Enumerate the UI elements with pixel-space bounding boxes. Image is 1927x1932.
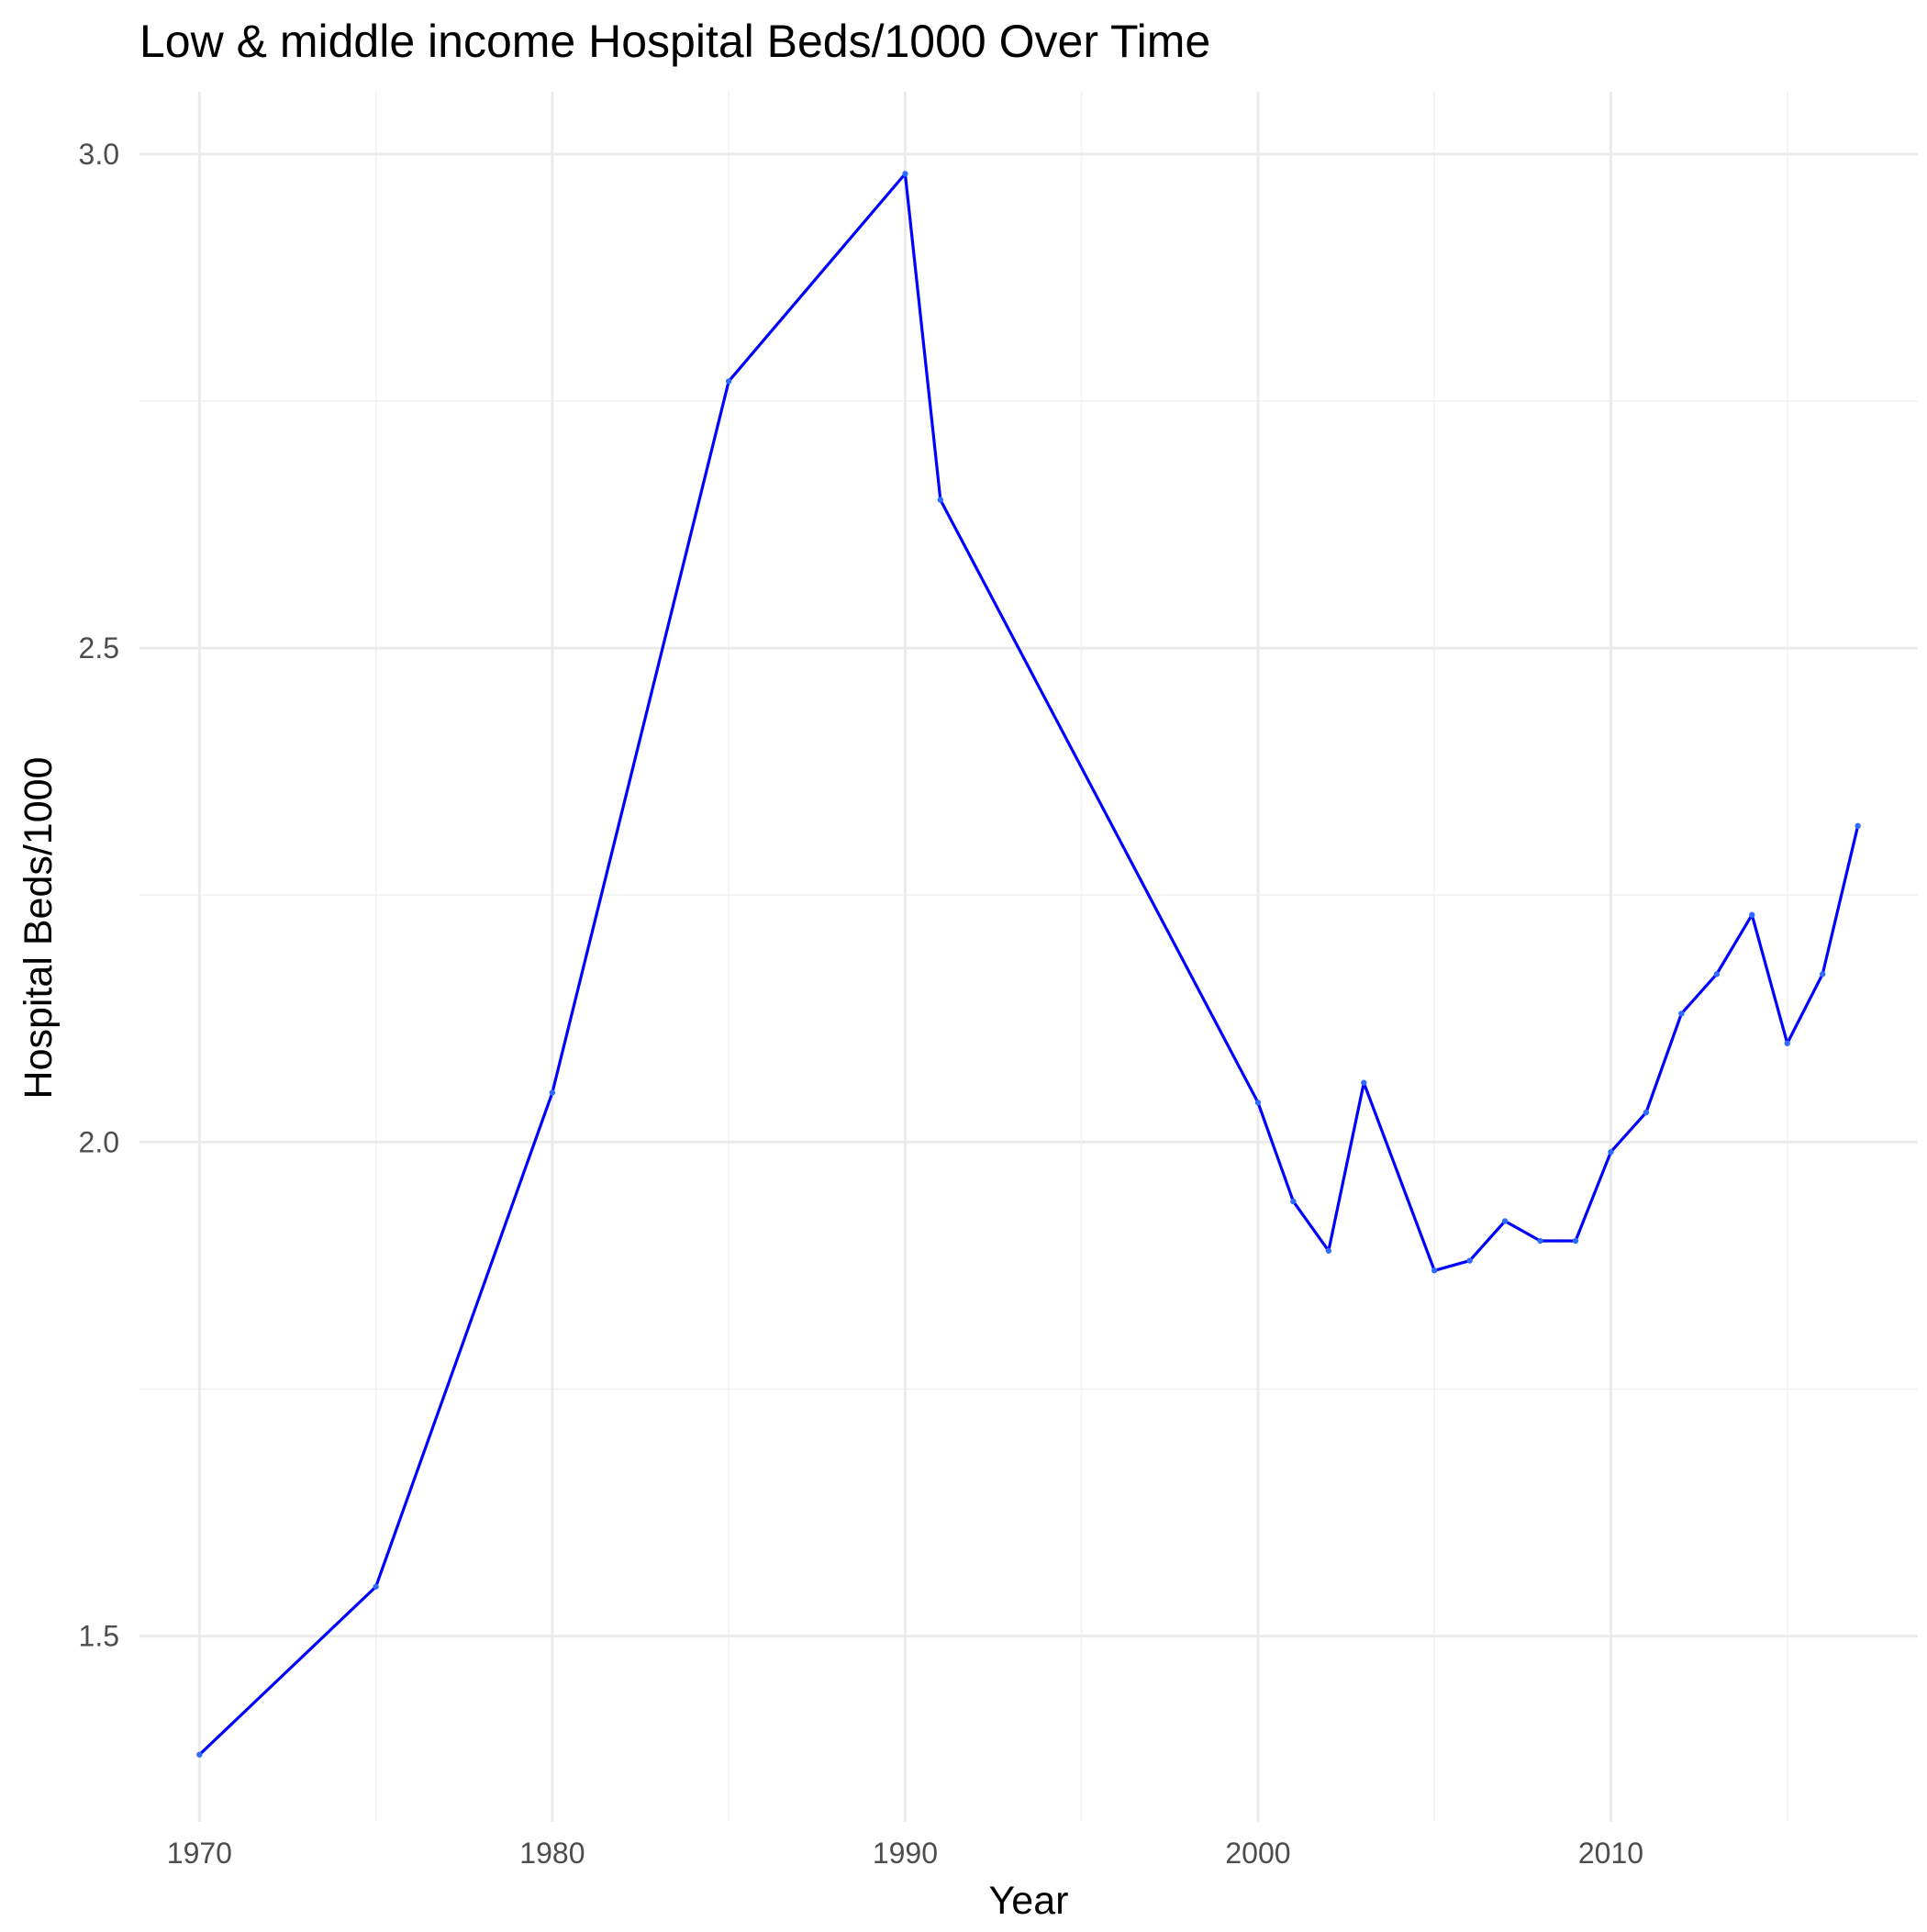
data-point bbox=[1254, 1100, 1262, 1106]
data-point bbox=[1855, 822, 1861, 830]
chart-title: Low & middle income Hospital Beds/1000 O… bbox=[139, 16, 1210, 67]
data-point bbox=[1466, 1257, 1473, 1264]
data-point bbox=[1501, 1218, 1509, 1224]
x-tick-label: 1990 bbox=[873, 1837, 938, 1870]
data-point bbox=[549, 1089, 556, 1096]
data-point bbox=[1643, 1109, 1650, 1116]
data-point bbox=[902, 171, 908, 177]
data-point bbox=[1749, 911, 1755, 918]
data-point bbox=[1361, 1079, 1367, 1086]
data-point bbox=[1537, 1237, 1543, 1245]
major-gridlines bbox=[139, 92, 1918, 1822]
data-point bbox=[1819, 971, 1826, 977]
data-point bbox=[196, 1751, 203, 1758]
y-tick-label: 1.5 bbox=[79, 1620, 119, 1653]
y-axis-title: Hospital Beds/1000 bbox=[17, 757, 61, 1100]
y-tick-label: 2.5 bbox=[79, 631, 119, 664]
data-point bbox=[1678, 1011, 1685, 1017]
data-point bbox=[1325, 1247, 1332, 1254]
series-layer bbox=[196, 171, 1861, 1758]
x-axis-title: Year bbox=[989, 1879, 1069, 1923]
x-tick-label: 2010 bbox=[1578, 1837, 1643, 1870]
x-tick-label: 1980 bbox=[519, 1837, 585, 1870]
data-point bbox=[1608, 1148, 1614, 1156]
y-axis-tick-labels: 1.5 2.0 2.5 3.0 bbox=[79, 138, 119, 1653]
data-point bbox=[1572, 1237, 1579, 1245]
x-tick-label: 1970 bbox=[167, 1837, 232, 1870]
x-axis-tick-labels: 1970 1980 1990 2000 2010 bbox=[167, 1837, 1643, 1870]
y-tick-label: 2.0 bbox=[79, 1125, 119, 1158]
data-point bbox=[937, 497, 944, 503]
data-point bbox=[373, 1583, 379, 1590]
data-point bbox=[1431, 1268, 1438, 1274]
data-point bbox=[1290, 1198, 1297, 1205]
data-point bbox=[1713, 971, 1721, 977]
data-point bbox=[1784, 1040, 1790, 1046]
data-point bbox=[725, 378, 732, 385]
x-tick-label: 2000 bbox=[1225, 1837, 1290, 1870]
y-tick-label: 3.0 bbox=[79, 138, 119, 171]
